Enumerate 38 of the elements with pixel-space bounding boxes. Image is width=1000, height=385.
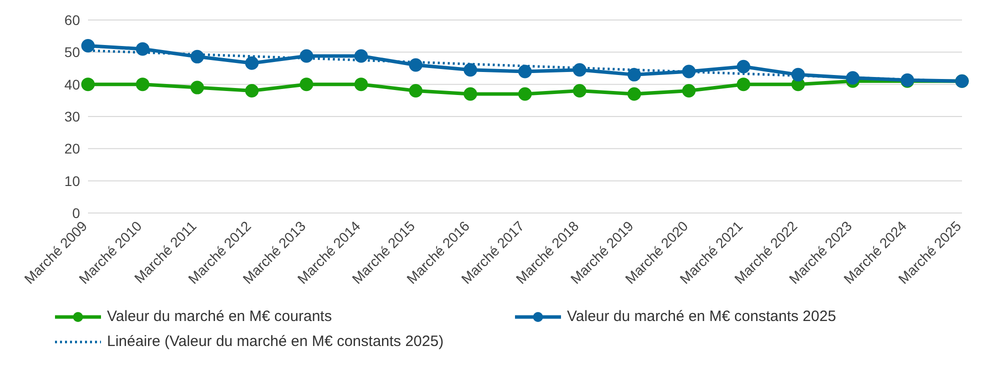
point [791, 68, 805, 82]
point [409, 58, 422, 72]
point [682, 84, 696, 98]
y-tick-label: 30 [64, 108, 80, 124]
point [464, 87, 478, 101]
point [736, 60, 750, 74]
point [736, 78, 750, 92]
legend-label: Valeur du marché en M€ constants 2025 [567, 308, 836, 325]
point [354, 49, 368, 63]
point [136, 42, 150, 56]
y-tick-label: 20 [64, 140, 80, 157]
legend-label: Valeur du marché en M€ courants [107, 308, 332, 325]
point [572, 63, 586, 77]
y-tick-label: 60 [64, 12, 80, 28]
y-tick-label: 0 [72, 204, 80, 221]
point [81, 38, 95, 52]
y-tick-label: 50 [64, 44, 80, 60]
point [245, 84, 259, 98]
point [628, 87, 641, 101]
point [628, 68, 641, 82]
point [300, 78, 314, 92]
point [136, 78, 150, 92]
point [518, 64, 532, 78]
point [190, 80, 204, 94]
point [464, 63, 478, 77]
point [81, 78, 95, 92]
point [682, 64, 696, 78]
point [409, 84, 422, 98]
y-tick-label: 40 [64, 76, 80, 92]
point [846, 71, 860, 85]
y-tick-label: 10 [64, 172, 80, 189]
point [518, 87, 532, 101]
legend-label: Linéaire (Valeur du marché en M€ constants 2025) [107, 333, 444, 350]
point [300, 49, 314, 63]
point [354, 78, 368, 92]
point [572, 84, 586, 98]
point [245, 56, 259, 70]
point [190, 50, 204, 64]
